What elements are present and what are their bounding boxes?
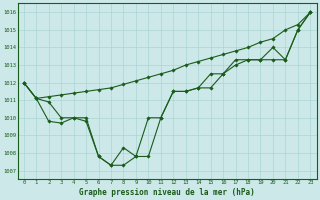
X-axis label: Graphe pression niveau de la mer (hPa): Graphe pression niveau de la mer (hPa) [79, 188, 255, 197]
